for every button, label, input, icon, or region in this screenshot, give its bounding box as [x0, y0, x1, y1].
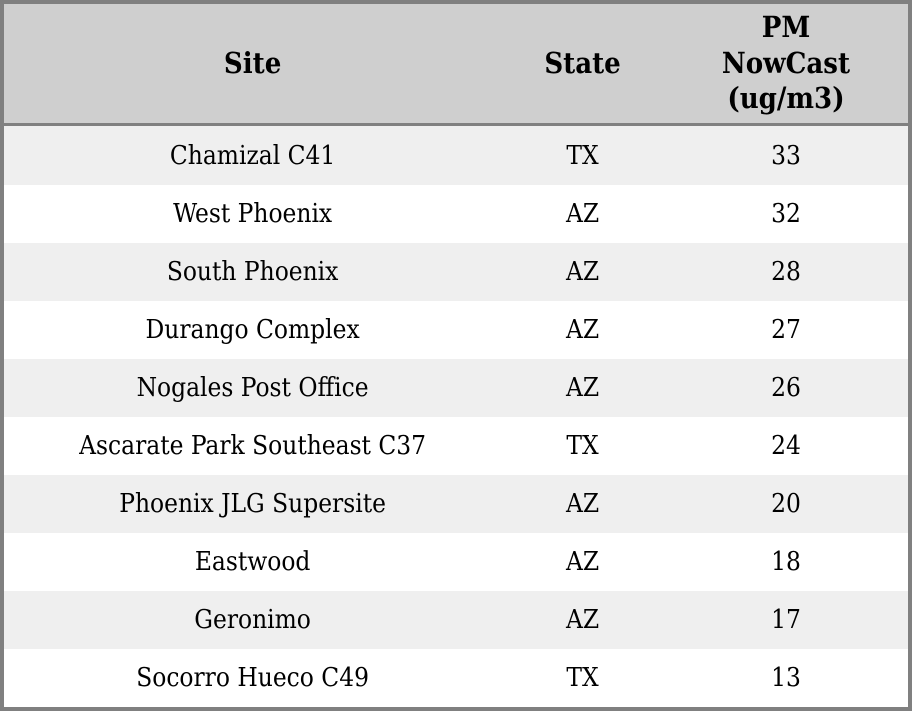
table-row: Socorro Hueco C49 TX 13	[4, 648, 908, 707]
state-cell: AZ	[565, 604, 600, 635]
header-state: State	[501, 4, 664, 126]
site-cell: Chamizal C41	[169, 140, 336, 171]
table-row: Geronimo AZ 17	[4, 591, 908, 649]
header-row: Site State PM NowCast (ug/m3)	[4, 4, 908, 126]
state-cell: TX	[566, 140, 599, 171]
header-site: Site	[4, 4, 502, 126]
table-row: Chamizal C41 TX 33	[4, 124, 908, 186]
site-cell: Ascarate Park Southeast C37	[79, 431, 427, 462]
state-cell: TX	[566, 662, 599, 693]
table-row: Eastwood AZ 18	[4, 533, 908, 592]
header-site-label: Site	[223, 45, 282, 80]
table-row: Ascarate Park Southeast C37 TX 24	[4, 417, 908, 476]
site-cell: South Phoenix	[166, 257, 339, 288]
state-cell: AZ	[565, 199, 600, 230]
state-cell: AZ	[565, 489, 600, 520]
header-state-label: State	[544, 45, 621, 80]
header-pm-nowcast-label: PM NowCast (ug/m3)	[721, 10, 851, 116]
table-row: Durango Complex AZ 27	[4, 301, 908, 360]
value-cell: 33	[771, 140, 801, 171]
site-cell: Socorro Hueco C49	[136, 662, 369, 693]
value-cell: 24	[771, 431, 801, 462]
value-cell: 27	[771, 315, 801, 346]
table-row: West Phoenix AZ 32	[4, 185, 908, 244]
table-body: Chamizal C41 TX 33 West Phoenix AZ 32 South Ph…	[4, 124, 908, 707]
state-cell: AZ	[565, 257, 600, 288]
value-cell: 20	[771, 489, 801, 520]
state-cell: AZ	[565, 315, 600, 346]
table-row: Nogales Post Office AZ 26	[4, 359, 908, 418]
pm-nowcast-table: Site State PM NowCast (ug/m3) Chamizal C…	[4, 4, 908, 707]
state-cell: AZ	[565, 547, 600, 578]
site-cell: West Phoenix	[173, 199, 333, 230]
value-cell: 32	[771, 199, 801, 230]
value-cell: 13	[771, 662, 801, 693]
value-cell: 18	[771, 547, 801, 578]
table-row: Phoenix JLG Supersite AZ 20	[4, 475, 908, 534]
header-pm-nowcast: PM NowCast (ug/m3)	[663, 4, 908, 126]
table-row: South Phoenix AZ 28	[4, 243, 908, 302]
site-cell: Nogales Post Office	[136, 373, 369, 404]
state-cell: AZ	[565, 373, 600, 404]
value-cell: 26	[771, 373, 801, 404]
site-cell: Geronimo	[194, 604, 311, 635]
table-header: Site State PM NowCast (ug/m3)	[4, 4, 908, 126]
state-cell: TX	[566, 431, 599, 462]
site-cell: Durango Complex	[145, 315, 360, 346]
value-cell: 17	[771, 604, 801, 635]
site-cell: Eastwood	[194, 547, 311, 578]
site-cell: Phoenix JLG Supersite	[119, 489, 386, 520]
value-cell: 28	[771, 257, 801, 288]
